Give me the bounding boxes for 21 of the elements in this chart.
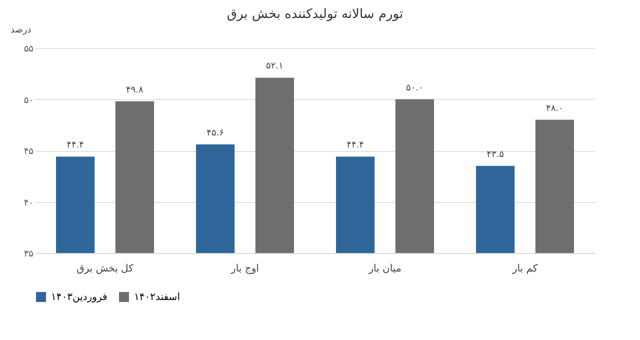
x-tick-label: کل بخش برق	[76, 264, 134, 274]
data-label: ۴۸.۰	[546, 104, 564, 114]
data-label: ۴۴.۴	[346, 140, 364, 151]
y-tick-label: ۴۵	[24, 147, 34, 157]
y-tick-label: ۵۵	[24, 44, 34, 54]
legend-label: اسفند۱۴۰۲	[134, 292, 180, 303]
legend-label: فروردین۱۴۰۳	[51, 292, 108, 303]
data-label: ۴۳.۵	[486, 150, 504, 160]
data-label: ۵۰.۰	[406, 83, 424, 94]
x-tick-label: کم بار	[511, 264, 538, 274]
x-tick-label: میان بار	[368, 264, 402, 274]
data-label: ۵۲.۱	[266, 62, 284, 72]
data-label: ۴۹.۸	[126, 85, 144, 96]
x-tick-label: اوج بار	[230, 264, 259, 274]
y-tick-label: ۳۵	[24, 250, 34, 260]
y-tick-label: ۴۰	[24, 198, 34, 208]
data-label: ۴۴.۴	[66, 140, 84, 151]
data-label: ۴۵.۶	[206, 128, 224, 138]
y-tick-label: ۵۰	[24, 96, 34, 106]
y-axis-title: درصد	[10, 26, 32, 36]
chart-title: تورم سالانه تولیدکننده بخش برق	[226, 7, 404, 22]
